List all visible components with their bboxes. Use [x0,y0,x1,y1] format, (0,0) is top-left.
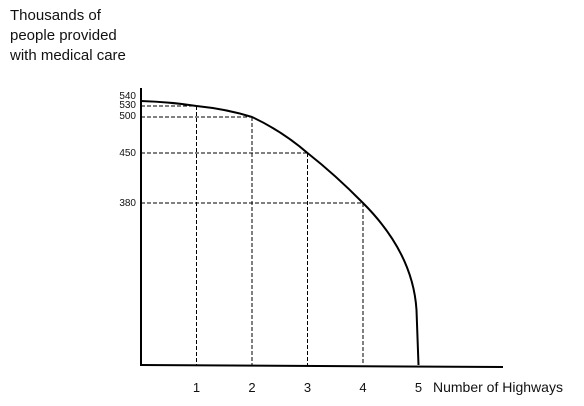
y-axis-label-line-2: people provided [10,27,117,44]
y-tick-label-540: 540 [119,91,136,102]
y-axis-label: Thousands of people provided with medica… [10,6,160,66]
x-tick-label-5: 5 [415,380,422,395]
y-tick-label-380: 380 [119,198,136,209]
x-tick-label-3: 3 [304,380,311,395]
x-tick-label-2: 2 [248,380,255,395]
x-tick-labels: 1 2 3 4 5 [193,380,422,395]
x-tick-label-4: 4 [359,380,366,395]
y-tick-label-500: 500 [119,111,136,122]
y-tick-label-450: 450 [119,148,136,159]
x-tick-label-1: 1 [193,380,200,395]
ppf-curve [140,100,420,366]
y-axis-label-line-1: Thousands of [10,7,101,24]
guide-lines [141,105,364,365]
x-axis-label: Number of Highways [433,379,563,395]
y-tick-label-530: 530 [119,100,136,111]
y-axis-label-line-3: with medical care [10,47,126,64]
x-axis-line [139,364,504,368]
